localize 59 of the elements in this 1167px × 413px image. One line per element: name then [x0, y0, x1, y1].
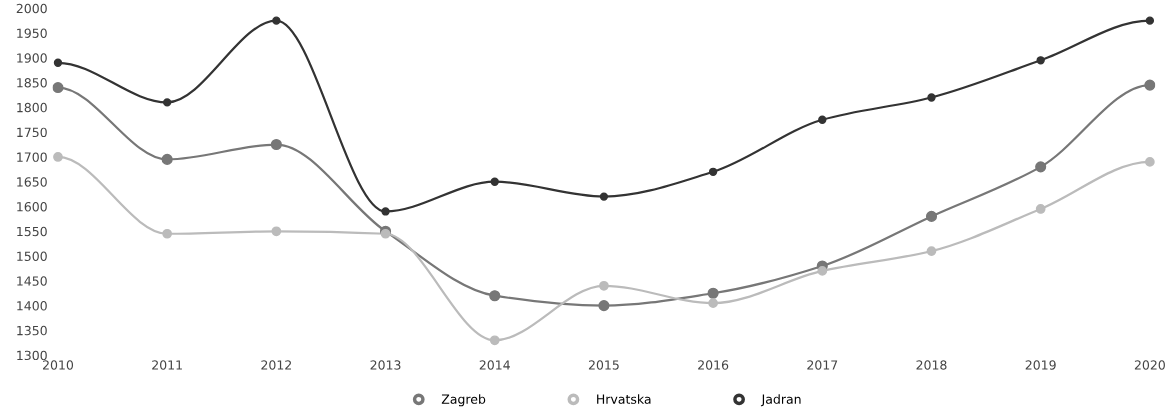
point — [162, 98, 172, 107]
y-tick-label: 1650 — [17, 177, 47, 187]
x-tick-label: 2017 — [807, 360, 838, 370]
x-tick-label: 2014 — [479, 360, 510, 370]
x-tick-label: 2013 — [370, 360, 401, 370]
legend-label: Zagreb — [441, 394, 486, 407]
legend-label: Hrvatska — [597, 394, 651, 404]
point — [708, 298, 718, 309]
point — [599, 280, 609, 291]
point — [818, 115, 827, 124]
y-tick-label: 1600 — [17, 201, 47, 212]
y-tick-label: 1400 — [17, 301, 47, 311]
point — [270, 138, 282, 151]
point — [599, 192, 609, 201]
y-tick-label: 1850 — [17, 78, 47, 88]
x-tick-label: 2019 — [1025, 360, 1056, 370]
point — [926, 246, 937, 256]
y-tick-label: 1750 — [17, 127, 47, 138]
point — [272, 16, 281, 25]
point — [1035, 204, 1046, 214]
point — [1144, 79, 1156, 91]
x-tick-label: 2011 — [152, 360, 182, 370]
y-tick-label: 1900 — [17, 53, 47, 63]
point — [53, 58, 63, 67]
point — [708, 167, 718, 176]
y-tick-label: 1350 — [17, 325, 47, 336]
point — [52, 81, 64, 94]
point — [707, 287, 719, 299]
x-tick-label: 2020 — [1134, 360, 1165, 370]
point — [271, 226, 282, 237]
point — [1145, 157, 1155, 167]
x-tick-label: 2015 — [588, 360, 619, 370]
point — [1035, 161, 1047, 173]
point — [598, 300, 610, 312]
y-tick-label: 1550 — [17, 226, 47, 237]
point — [489, 335, 500, 346]
y-tick-label: 1700 — [17, 152, 47, 162]
point — [162, 228, 173, 239]
point — [927, 93, 936, 102]
point — [381, 207, 390, 216]
y-tick-label: 1450 — [17, 276, 47, 286]
point — [925, 210, 938, 222]
point — [53, 152, 63, 162]
point — [490, 177, 499, 186]
y-tick-label: 1500 — [17, 251, 47, 261]
x-tick-label: 2010 — [42, 360, 74, 370]
y-tick-label: 1800 — [17, 102, 47, 113]
x-tick-label: 2018 — [916, 360, 947, 370]
point — [489, 290, 501, 302]
y-tick-label: 1950 — [17, 28, 47, 38]
point — [1145, 16, 1155, 25]
y-tick-label: 1300 — [17, 350, 47, 361]
x-tick-label: 2012 — [261, 360, 292, 370]
point — [161, 153, 173, 165]
point — [817, 266, 828, 276]
y-tick-label: 2000 — [16, 3, 47, 14]
x-tick-label: 2016 — [698, 360, 729, 370]
point — [1036, 56, 1045, 65]
legend-label: Jadran — [760, 394, 801, 407]
